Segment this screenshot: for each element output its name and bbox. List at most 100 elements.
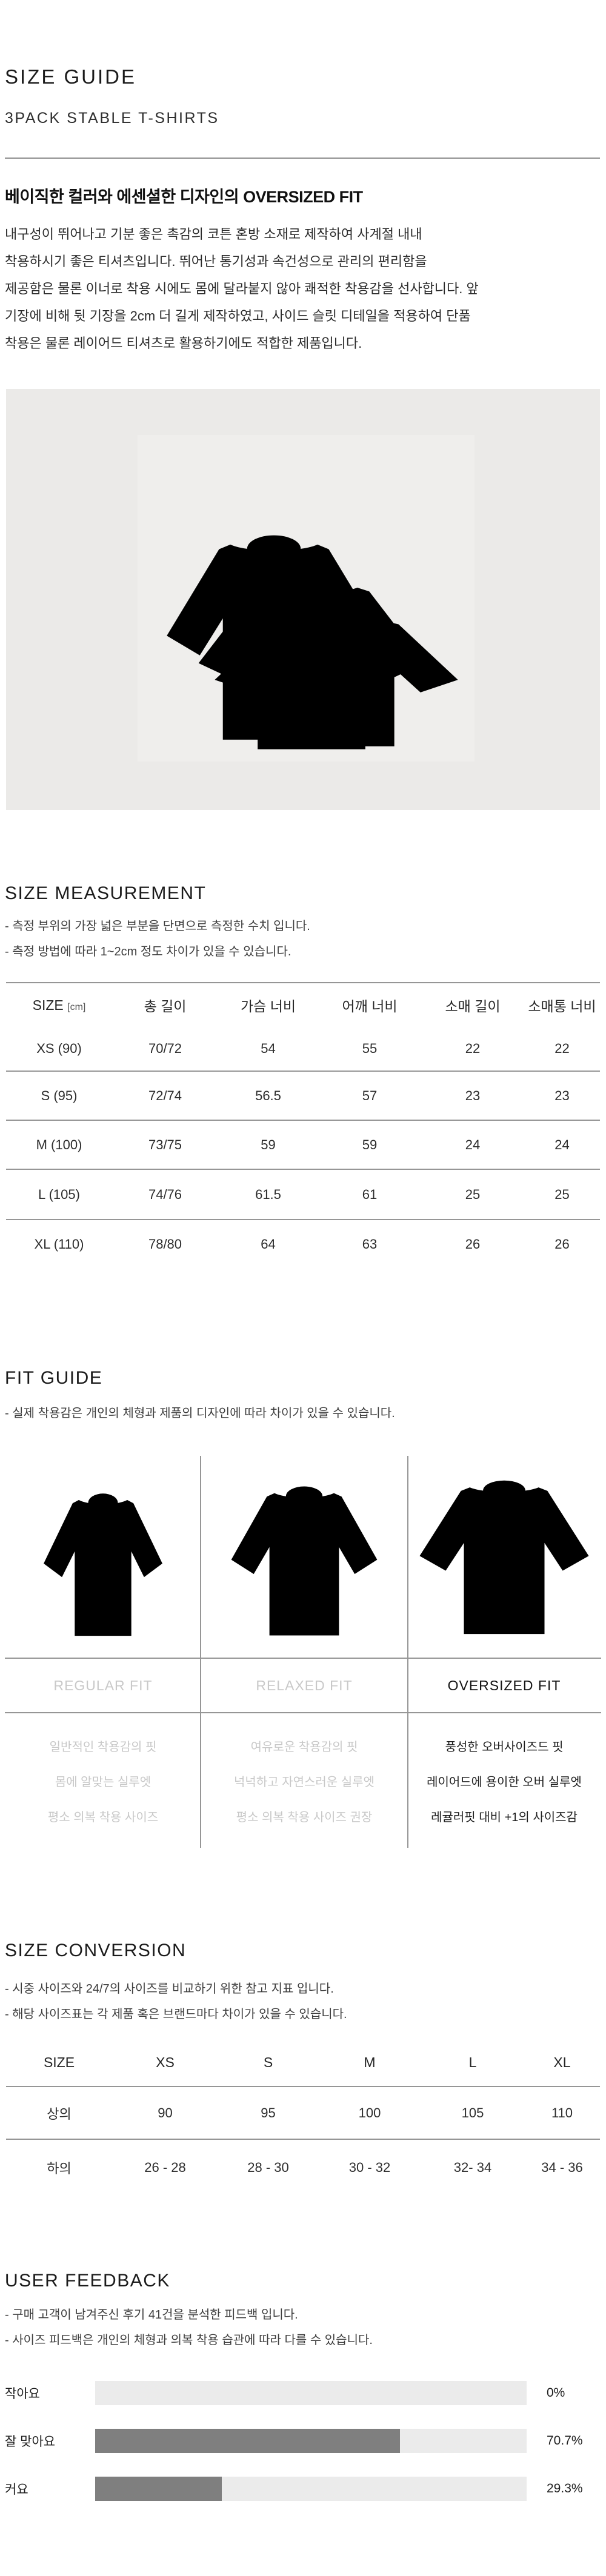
cell: 32- 34	[453, 2160, 492, 2175]
cell: 28 - 30	[247, 2160, 289, 2175]
cell: 70/72	[148, 1041, 182, 1056]
fit-guide-table: REGULAR FIT 일반적인 착용감의 핏 몸에 알맞는 실루엣 평소 의복…	[5, 1456, 601, 1848]
note-line: - 시중 사이즈와 24/7의 사이즈를 비교하기 위한 참고 지표 입니다.	[5, 1982, 334, 1996]
intro-paragraph-line: 제공함은 물론 이너로 착용 시에도 몸에 달라붙지 않아 쾌적한 착용감을 선…	[5, 281, 479, 296]
note-line: - 실제 착용감은 개인의 체형과 제품의 디자인에 따라 차이가 있을 수 있…	[5, 1407, 395, 1420]
page-title: SIZE GUIDE	[5, 65, 137, 88]
header-cell: XL	[553, 2054, 571, 2070]
cell: 63	[362, 1237, 378, 1252]
bar-value: 0%	[547, 2386, 565, 2400]
note-line: - 사이즈 피드백은 개인의 체형과 의복 착용 습관에 따라 다를 수 있습니…	[5, 2334, 373, 2347]
cell: 57	[362, 1087, 378, 1103]
feedback-bar-row: 커요 29.3%	[5, 2477, 601, 2501]
fit-desc-line: 평소 의복 착용 사이즈	[47, 1811, 159, 1824]
cell: 56.5	[255, 1087, 281, 1103]
feedback-bar-row: 작아요 0%	[5, 2381, 601, 2405]
header-cell: XS	[156, 2054, 175, 2070]
intro-paragraph-line: 착용은 물론 레이어드 티셔츠로 활용하기에도 적합한 제품입니다.	[5, 336, 362, 351]
cell: 22	[465, 1041, 481, 1056]
fit-column-divider	[407, 1456, 408, 1848]
bar-fill	[95, 2429, 401, 2453]
tshirt-outline-oversized-icon	[416, 1477, 593, 1642]
fit-desc-line: 여유로운 착용감의 핏	[250, 1741, 358, 1754]
cell: XL (110)	[34, 1237, 84, 1252]
user-feedback-notes: - 구매 고객이 남겨주신 후기 41건을 분석한 피드백 입니다. - 사이즈…	[5, 2302, 373, 2353]
bar-label: 작아요	[5, 2387, 40, 2401]
product-photo-inner	[138, 435, 474, 762]
fit-desc-line: 레귤러핏 대비 +1의 사이즈감	[431, 1811, 578, 1824]
bar-track	[95, 2381, 527, 2405]
cell: 95	[261, 2105, 276, 2120]
cell: 26	[554, 1237, 570, 1252]
fit-descriptions: 일반적인 착용감의 핏 몸에 알맞는 실루엣 평소 의복 착용 사이즈	[6, 1730, 200, 1835]
cell: 100	[358, 2105, 381, 2120]
fit-descriptions: 여유로운 착용감의 핏 넉넉하고 자연스러운 실루엣 평소 의복 착용 사이즈 …	[201, 1730, 407, 1835]
header-cell: 소매통 너비	[528, 998, 596, 1014]
cell: M (100)	[36, 1137, 82, 1152]
fit-column-divider	[200, 1456, 201, 1848]
tshirt-outline-relaxed-icon	[228, 1483, 381, 1643]
note-line: - 측정 방법에 따라 1~2cm 정도 차이가 있을 수 있습니다.	[5, 945, 291, 958]
fit-column-relaxed: RELAXED FIT 여유로운 착용감의 핏 넉넉하고 자연스러운 실루엣 평…	[201, 1456, 407, 1848]
fit-desc-line: 넉넉하고 자연스러운 실루엣	[234, 1776, 375, 1789]
cell: 25	[465, 1186, 481, 1202]
table-row: XS (90) 70/72 54 55 22 22	[6, 1027, 600, 1072]
header-divider	[5, 158, 600, 159]
feedback-bar-chart: 작아요 0% 잘 맞아요 70.7% 커요 29.3%	[5, 2381, 601, 2525]
table-header-row: SIZE [cm] 총 길이 가슴 너비 어깨 너비 소매 길이 소매통 너비	[6, 983, 600, 1027]
fit-column-oversized: OVERSIZED FIT 풍성한 오버사이즈드 핏 레이어드에 용이한 오버 …	[408, 1456, 600, 1848]
cell: 61.5	[255, 1186, 281, 1202]
header-cell: 소매 길이	[445, 998, 501, 1014]
cell: 105	[461, 2105, 484, 2120]
cell: 54	[261, 1041, 276, 1056]
fit-desc-line: 몸에 알맞는 실루엣	[55, 1776, 152, 1789]
bar-track	[95, 2477, 527, 2501]
table-row: XL (110) 78/80 64 63 26 26	[6, 1220, 600, 1269]
fit-desc-line: 풍성한 오버사이즈드 핏	[445, 1741, 564, 1754]
user-feedback-title: USER FEEDBACK	[5, 2271, 170, 2291]
fit-desc-line: 레이어드에 용이한 오버 실루엣	[427, 1776, 582, 1789]
tshirt-outline-regular-icon	[41, 1490, 165, 1643]
fit-column-regular: REGULAR FIT 일반적인 착용감의 핏 몸에 알맞는 실루엣 평소 의복…	[6, 1456, 200, 1848]
bar-fill	[95, 2477, 222, 2501]
cell: 74/76	[148, 1186, 182, 1202]
cell: 25	[554, 1186, 570, 1202]
cell: 23	[554, 1087, 570, 1103]
intro-paragraph: 내구성이 뛰어나고 기분 좋은 촉감의 코튼 혼방 소재로 제작하여 사계절 내…	[5, 221, 601, 357]
intro-heading: 베이직한 컬러와 에센셜한 디자인의 OVERSIZED FIT	[5, 188, 363, 206]
intro-paragraph-line: 기장에 비해 뒷 기장을 2cm 더 길게 제작하였고, 사이드 슬릿 디테일을…	[5, 308, 471, 324]
cell: 34 - 36	[541, 2160, 583, 2175]
fit-label: RELAXED FIT	[256, 1678, 353, 1693]
table-row: M (100) 73/75 59 59 24 24	[6, 1121, 600, 1170]
header-cell: 총 길이	[144, 998, 187, 1014]
cell: 90	[158, 2105, 173, 2120]
fit-descriptions: 풍성한 오버사이즈드 핏 레이어드에 용이한 오버 실루엣 레귤러핏 대비 +1…	[408, 1730, 600, 1835]
size-measurement-table: SIZE [cm] 총 길이 가슴 너비 어깨 너비 소매 길이 소매통 너비 …	[6, 982, 600, 1269]
header-cell: S	[263, 2054, 273, 2070]
table-header-row: SIZE XS S M L XL	[6, 2039, 600, 2087]
fit-guide-note-wrap: - 실제 착용감은 개인의 체형과 제품의 디자인에 따라 차이가 있을 수 있…	[5, 1401, 395, 1426]
header-cell: SIZE	[43, 2054, 75, 2070]
fit-row-divider	[5, 1712, 601, 1713]
cell: 59	[362, 1137, 378, 1152]
cell: 59	[261, 1137, 276, 1152]
cell: XS (90)	[36, 1041, 82, 1056]
cell: 55	[362, 1041, 378, 1056]
table-row: S (95) 72/74 56.5 57 23 23	[6, 1072, 600, 1121]
bar-value: 29.3%	[547, 2481, 583, 2495]
header-cell: M	[364, 2054, 376, 2070]
fit-guide-title: FIT GUIDE	[5, 1368, 103, 1388]
black-tshirt-graphic	[209, 612, 464, 753]
product-photo	[6, 389, 600, 810]
size-measurement-notes: - 측정 부위의 가장 넓은 부분을 단면으로 측정한 수치 입니다. - 측정…	[5, 914, 310, 964]
cell: 72/74	[148, 1087, 182, 1103]
cell: 24	[554, 1137, 570, 1152]
fit-label: REGULAR FIT	[53, 1678, 153, 1693]
cell: 78/80	[148, 1237, 182, 1252]
cell: 73/75	[148, 1137, 182, 1152]
table-row: 하의 26 - 28 28 - 30 30 - 32 32- 34 34 - 3…	[6, 2140, 600, 2196]
note-line: - 구매 고객이 남겨주신 후기 41건을 분석한 피드백 입니다.	[5, 2308, 298, 2322]
cell: 61	[362, 1186, 378, 1202]
page-subtitle: 3PACK STABLE T-SHIRTS	[5, 110, 219, 127]
